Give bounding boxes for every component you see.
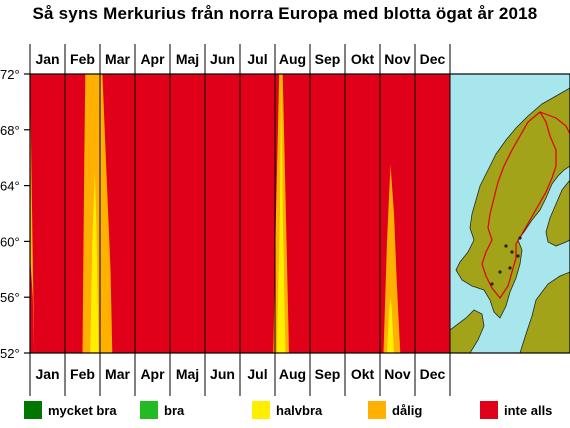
month-label: Aug [279, 366, 306, 382]
month-label: Jan [35, 366, 59, 382]
month-label: Dec [420, 51, 446, 67]
land-denmark [450, 309, 485, 353]
legend-label: halvbra [276, 402, 323, 418]
month-label: Jan [35, 51, 59, 67]
legend-label: mycket bra [48, 402, 117, 418]
visibility-window-7 [387, 297, 394, 353]
y-tick-label: 72° [0, 67, 20, 82]
month-label: Mar [105, 366, 130, 382]
city-dot [490, 282, 494, 286]
city-markers [490, 236, 522, 286]
legend-swatch [140, 401, 158, 419]
month-label: Jul [247, 51, 267, 67]
land-scandinavia [455, 87, 570, 319]
month-label: Okt [351, 51, 375, 67]
city-dot [498, 270, 502, 274]
visibility-window-5 [276, 74, 286, 353]
month-label: Maj [176, 51, 199, 67]
month-label: Nov [384, 366, 411, 382]
month-label: Sep [315, 51, 341, 67]
legend-item: inte alls [480, 400, 552, 420]
city-dot [510, 250, 514, 254]
month-label: Sep [315, 366, 341, 382]
city-dot [504, 244, 508, 248]
y-tick-label: 60° [0, 234, 20, 249]
city-dot [516, 254, 520, 258]
legend-item: dålig [368, 400, 422, 420]
month-grid [29, 44, 451, 396]
month-label: Maj [176, 366, 199, 382]
month-label: Feb [70, 51, 95, 67]
y-tick-label: 68° [0, 123, 20, 138]
month-label: Dec [420, 366, 446, 382]
visibility-chart: Jan Feb Mar Apr Maj Jun Jul Aug Sep Okt Nov Dec Jan… [0, 44, 570, 396]
top-month-axis: Jan Feb Mar Apr Maj Jun Jul Aug Sep Okt Nov Dec [35, 51, 445, 67]
visibility-window-2 [82, 74, 113, 353]
legend-label: dålig [392, 402, 423, 418]
chart-title: Så syns Merkurius från norra Europa med … [32, 4, 538, 23]
legend-label: inte alls [504, 402, 553, 418]
legend: mycket bra bra halvbra dålig inte alls [0, 398, 570, 422]
legend-item: halvbra [252, 400, 322, 420]
month-label: Feb [70, 366, 95, 382]
legend-label: bra [164, 402, 185, 418]
month-label: Jun [210, 51, 235, 67]
month-label: Mar [105, 51, 130, 67]
month-label: Jul [247, 366, 267, 382]
y-tick-label: 52° [0, 346, 20, 361]
norway-border [539, 111, 570, 135]
y-tick-label: 64° [0, 179, 20, 194]
month-label: Jun [210, 366, 235, 382]
month-label: Apr [140, 366, 165, 382]
legend-swatch [480, 401, 498, 419]
land-baltics [519, 271, 570, 353]
legend-item: mycket bra [24, 400, 117, 420]
bottom-month-axis: Jan Feb Mar Apr Maj Jun Jul Aug Sep Okt Nov Dec [35, 366, 445, 382]
legend-swatch [252, 401, 270, 419]
chart-frame [29, 73, 570, 354]
month-label: Aug [279, 51, 306, 67]
visibility-window-6 [383, 164, 401, 353]
sweden-border [481, 111, 557, 300]
legend-swatch [24, 401, 42, 419]
latitude-axis: 52° 56° 60° 64° 68° 72° [0, 67, 30, 361]
y-tick-label: 56° [0, 290, 20, 305]
month-label: Nov [384, 51, 411, 67]
legend-item: bra [140, 400, 184, 420]
scandinavia-map [450, 74, 570, 353]
city-dot [508, 266, 512, 270]
month-label: Apr [140, 51, 165, 67]
visibility-window-3 [90, 171, 99, 353]
legend-swatch [368, 401, 386, 419]
visibility-window-1 [30, 74, 35, 353]
city-dot [518, 236, 522, 240]
month-label: Okt [351, 366, 375, 382]
land-finland [545, 179, 570, 247]
